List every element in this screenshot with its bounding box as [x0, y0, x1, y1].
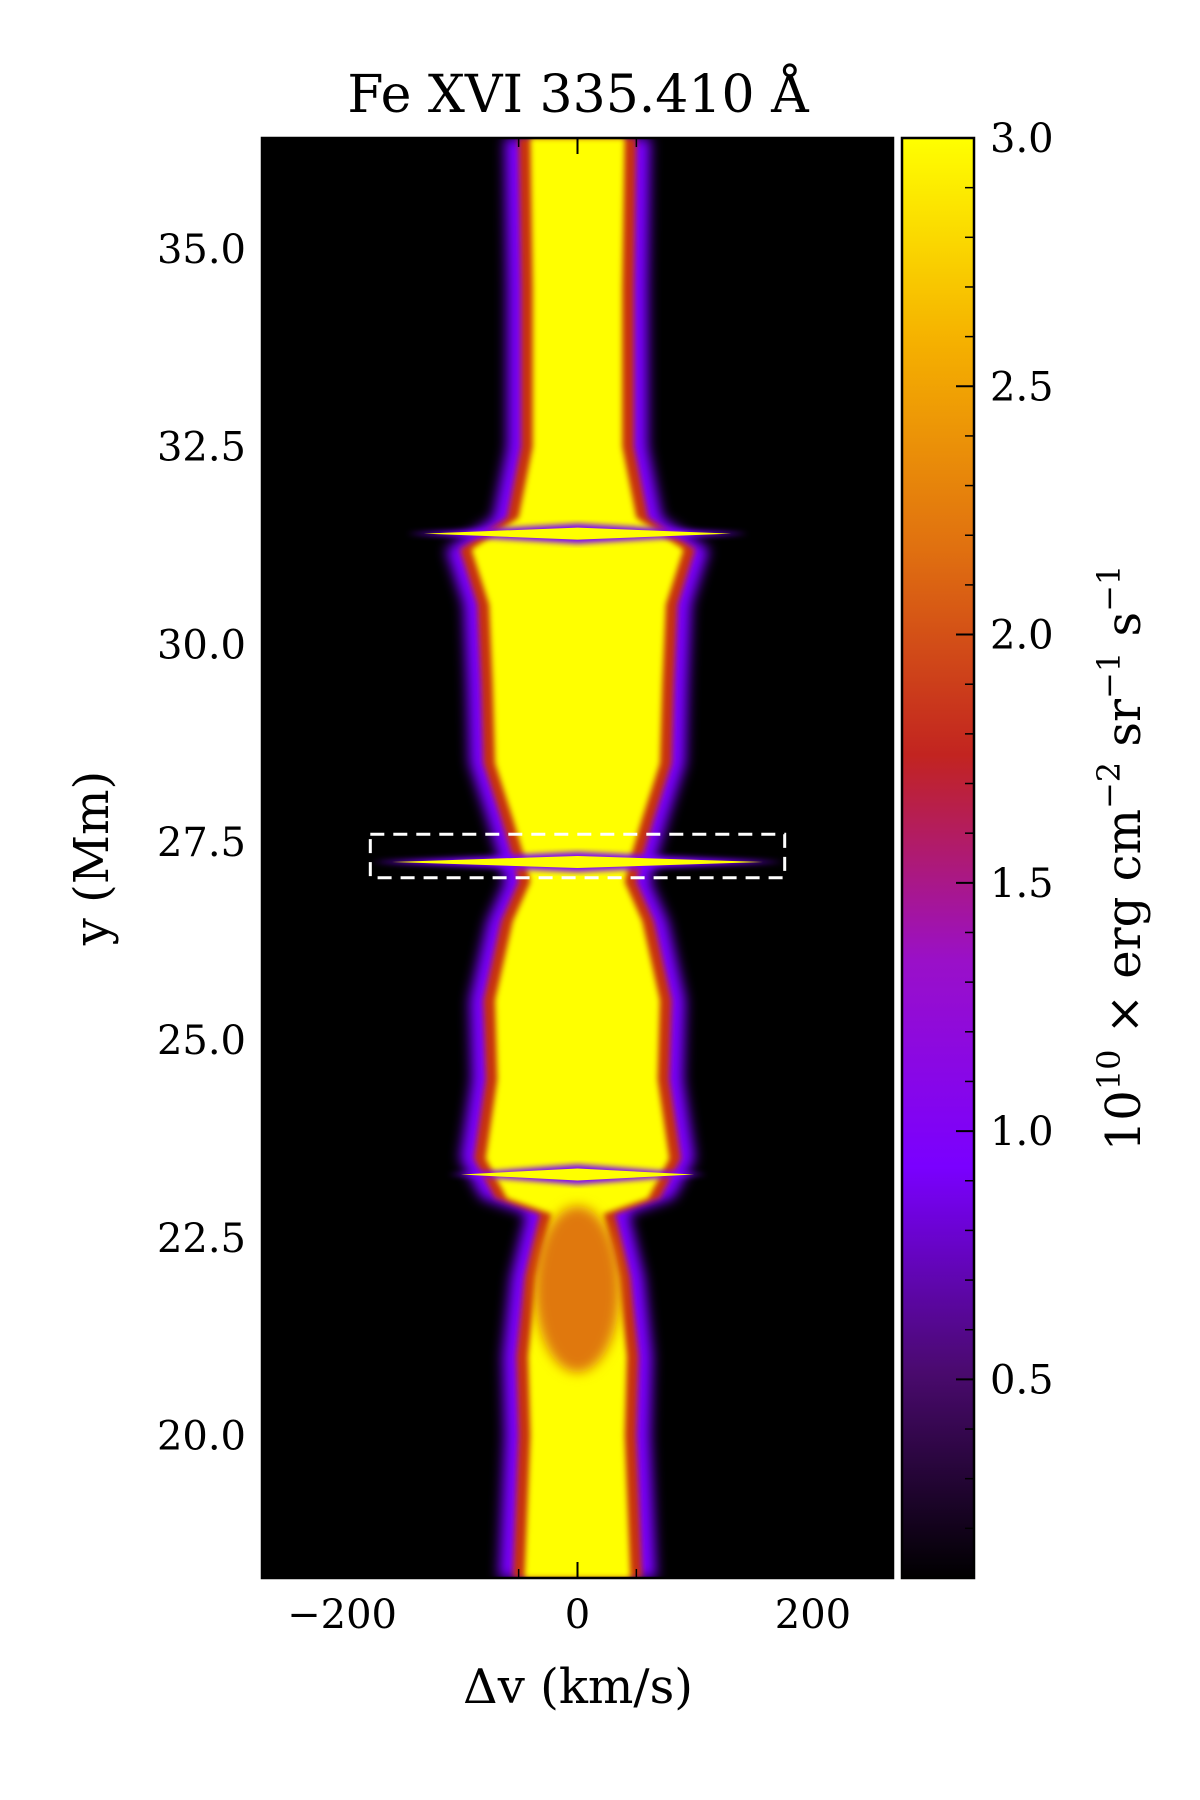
colorbar-label-exp2: −2	[1090, 762, 1128, 809]
y-tick-label: 30.0	[157, 622, 246, 668]
colorbar-tick-label: 1.0	[990, 1109, 1054, 1155]
colorbar-label-base: 10	[1096, 1090, 1152, 1151]
x-tick-label: 200	[775, 1592, 851, 1638]
heatmap-panel: −200 0 200 20.0 22.5 25.0 27.5 30.0 32.5 35.0	[157, 136, 895, 1638]
y-tick-label: 25.0	[157, 1018, 246, 1064]
x-tick-label: −200	[287, 1592, 397, 1638]
colorbar-label-exp: 10	[1090, 1049, 1128, 1090]
colorbar-label-sr: sr	[1096, 699, 1152, 762]
colorbar-label-s: s	[1096, 612, 1152, 652]
x-tick-label: 0	[565, 1592, 590, 1638]
y-axis-label: y (Mm)	[64, 771, 120, 947]
colorbar-frame	[900, 136, 976, 1580]
y-tick-label: 22.5	[157, 1216, 246, 1262]
colorbar-tick-label: 0.5	[990, 1357, 1054, 1403]
y-tick-label: 20.0	[157, 1414, 246, 1460]
chart-title: Fe XVI 335.410 Å	[347, 63, 810, 125]
colorbar-tick-label: 3.0	[990, 116, 1054, 162]
colorbar-label-exp3: −1	[1090, 652, 1128, 699]
y-tick-label: 32.5	[157, 425, 246, 471]
colorbar-tick-label: 2.0	[990, 613, 1054, 659]
colorbar-fill	[902, 138, 974, 1578]
burst-core	[392, 855, 763, 868]
burst-core	[423, 527, 732, 540]
colorbar-label-mid: × erg cm	[1096, 809, 1152, 1049]
pocket-layer	[535, 1206, 620, 1373]
x-axis-label: Δv (km/s)	[463, 1659, 693, 1715]
colorbar-ticks: 0.5 1.0 1.5 2.0 2.5 3.0	[956, 116, 1054, 1530]
burst-core	[460, 1168, 695, 1181]
y-tick-label: 35.0	[157, 227, 246, 273]
colorbar: 0.5 1.0 1.5 2.0 2.5 3.0 1010 × erg cm−2 sr−1 …	[900, 116, 1152, 1580]
y-ticks: 20.0 22.5 25.0 27.5 30.0 32.5 35.0	[157, 227, 893, 1460]
y-tick-label: 27.5	[157, 820, 246, 866]
colorbar-tick-label: 2.5	[990, 364, 1054, 410]
colorbar-tick-label: 1.5	[990, 861, 1054, 907]
colorbar-label-exp4: −1	[1090, 565, 1128, 612]
x-ticks: −200 0 200	[287, 138, 851, 1638]
highlight-box	[368, 832, 787, 880]
colorbar-label: 1010 × erg cm−2 sr−1 s−1	[1090, 565, 1152, 1152]
heatmap-layers	[371, 138, 784, 1578]
